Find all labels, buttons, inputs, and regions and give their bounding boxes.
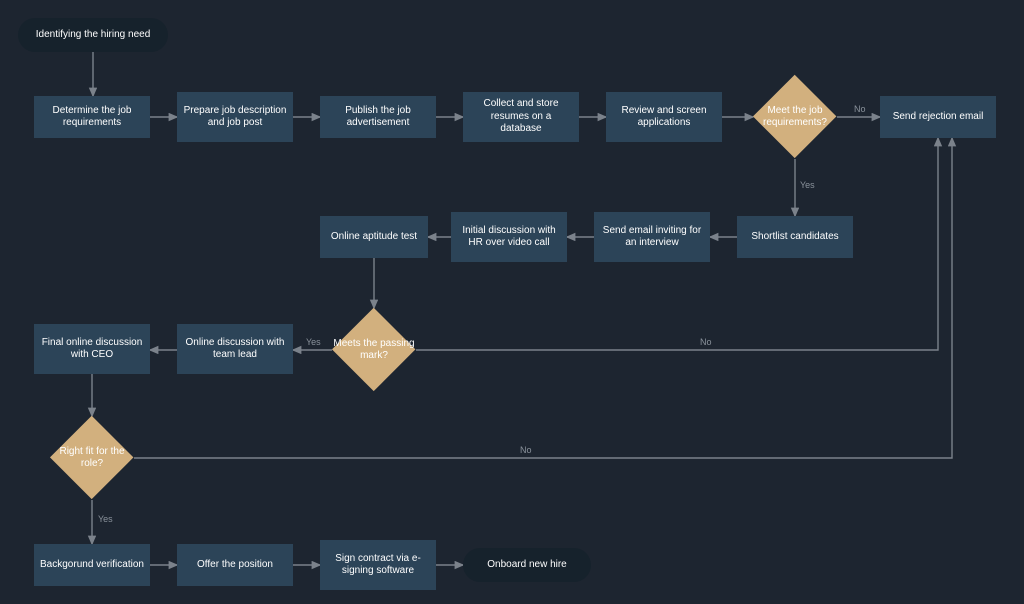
edge-label-meetreq-shortlist: Yes	[800, 180, 815, 190]
node-label: Meet the job requirements?	[753, 75, 837, 159]
node-start: Identifying the hiring need	[18, 18, 168, 52]
node-label: Right fit for the role?	[50, 416, 134, 500]
node-sign: Sign contract via e-signing software	[320, 540, 436, 590]
node-prepare: Prepare job description and job post	[177, 92, 293, 142]
node-background: Backgorund verification	[34, 544, 150, 586]
node-ceo: Final online discussion with CEO	[34, 324, 150, 374]
node-invite: Send email inviting for an interview	[594, 212, 710, 262]
node-determine: Determine the job requirements	[34, 96, 150, 138]
node-collect: Collect and store resumes on a database	[463, 92, 579, 142]
node-teamlead: Online discussion with team lead	[177, 324, 293, 374]
node-meetreq: Meet the job requirements?	[753, 75, 837, 159]
edge-label-rightfit-background: Yes	[98, 514, 113, 524]
edge-label-meetreq-reject: No	[854, 104, 866, 114]
node-publish: Publish the job advertisement	[320, 96, 436, 138]
node-reject: Send rejection email	[880, 96, 996, 138]
edge-label-rightfit-reject: No	[520, 445, 532, 455]
node-rightfit: Right fit for the role?	[50, 416, 134, 500]
edge-label-passmark-reject: No	[700, 337, 712, 347]
node-passmark: Meets the passing mark?	[332, 308, 416, 392]
node-review: Review and screen applications	[606, 92, 722, 142]
flowchart-canvas: Identifying the hiring need Determine the…	[0, 0, 1024, 604]
node-end: Onboard new hire	[463, 548, 591, 582]
node-aptitude: Online aptitude test	[320, 216, 428, 258]
edge-label-passmark-teamlead: Yes	[306, 337, 321, 347]
edge-rightfit-reject	[134, 138, 952, 458]
edges-layer	[0, 0, 1024, 604]
node-shortlist: Shortlist candidates	[737, 216, 853, 258]
node-label: Meets the passing mark?	[332, 308, 416, 392]
node-initial: Initial discussion with HR over video ca…	[451, 212, 567, 262]
node-offer: Offer the position	[177, 544, 293, 586]
